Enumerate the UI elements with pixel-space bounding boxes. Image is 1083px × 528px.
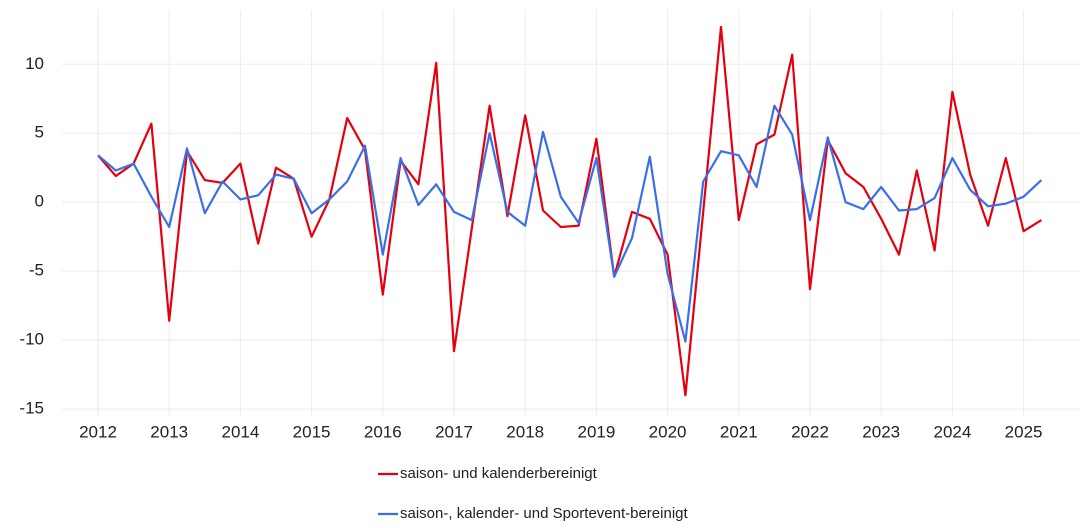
x-tick-label: 2014 — [221, 422, 259, 441]
line-series — [97, 104, 1043, 343]
x-tick-label: 2019 — [577, 422, 615, 441]
x-tick-label: 2024 — [933, 422, 971, 441]
x-tick-label: 2022 — [791, 422, 829, 441]
x-tick-label: 2020 — [649, 422, 687, 441]
y-tick-label: -10 — [19, 330, 44, 349]
x-tick-label: 2016 — [364, 422, 402, 441]
line-series — [97, 25, 1042, 397]
x-tick-label: 2018 — [506, 422, 544, 441]
x-tick-label: 2023 — [862, 422, 900, 441]
y-tick-label: -5 — [29, 261, 44, 280]
x-tick-label: 2012 — [79, 422, 117, 441]
y-tick-label: 10 — [25, 54, 44, 73]
x-tick-label: 2013 — [150, 422, 188, 441]
legend-label: saison- und kalenderbereinigt — [400, 465, 598, 482]
y-tick-label: 5 — [35, 123, 44, 142]
x-tick-label: 2025 — [1005, 422, 1043, 441]
x-tick-label: 2017 — [435, 422, 473, 441]
x-tick-label: 2015 — [293, 422, 331, 441]
legend-label: saison-, kalender- und Sportevent-berein… — [400, 505, 688, 522]
x-tick-label: 2021 — [720, 422, 758, 441]
y-tick-label: 0 — [35, 192, 44, 211]
y-tick-label: -15 — [19, 399, 44, 418]
